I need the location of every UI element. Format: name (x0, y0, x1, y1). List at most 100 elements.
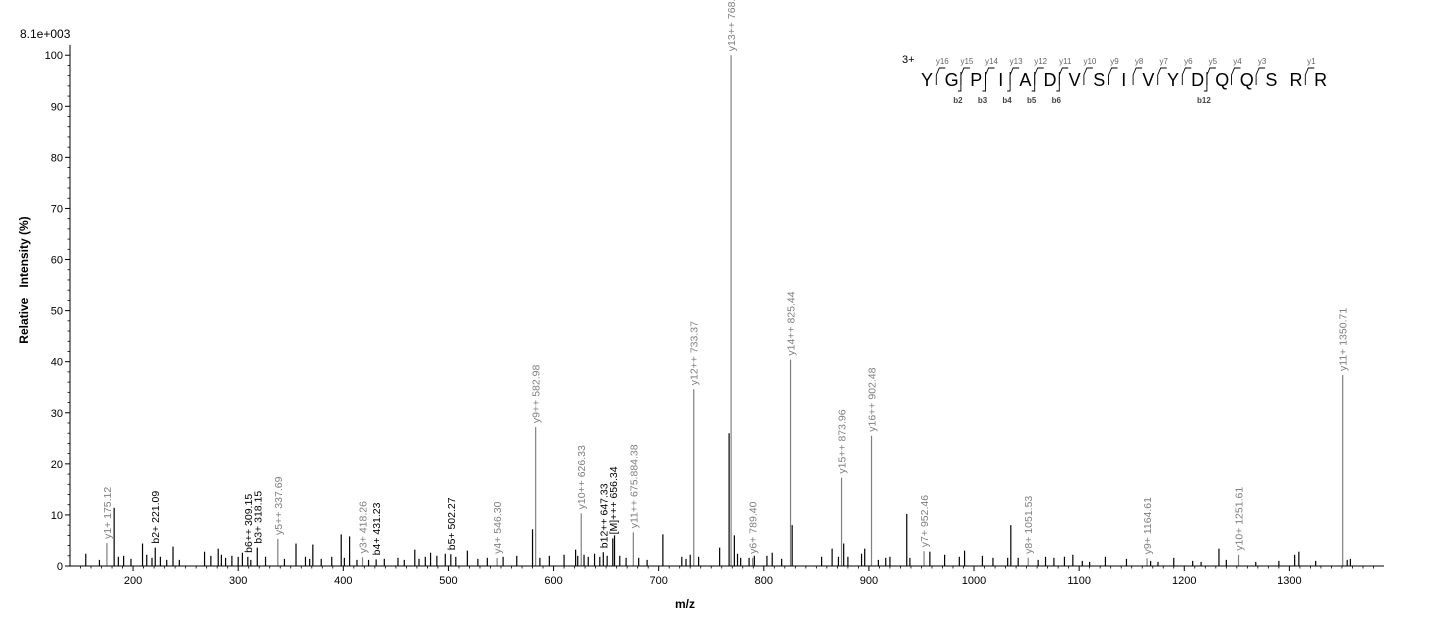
b-ion-bracket (1203, 72, 1208, 92)
y-ion-label: y16 (936, 57, 949, 66)
y-tick-label: 50 (51, 306, 63, 318)
y-ion-bracket (1181, 67, 1192, 85)
y-ion-label: y3 (1258, 57, 1267, 66)
peak-label: [M]+++ 656.34 (608, 466, 620, 534)
x-axis-title: m/z (675, 597, 695, 611)
peak-label: y12++ 733.37 (689, 321, 701, 385)
peak-label: y9+ 1164.61 (1142, 497, 1154, 554)
sequence-residue: P (970, 70, 982, 90)
sequence-residue: R (1314, 70, 1327, 90)
peak-label: b5+ 502.27 (446, 497, 458, 550)
sequence-residue: V (1142, 70, 1154, 90)
y-ion-bracket (960, 67, 970, 85)
y-ion-label: y5 (1209, 57, 1218, 66)
peak-label: y13++ 768.89 (726, 0, 738, 51)
y-tick-label: 30 (51, 408, 63, 420)
sequence-residue: D (1191, 70, 1204, 90)
peak-label: y11+ 1350.71 (1338, 308, 1350, 371)
x-tick-label: 1300 (1277, 575, 1301, 587)
ticks: 200 300 400 500 600 700 800 900 1000 1100 1200 1300… (45, 50, 1374, 587)
y-ion-bracket (1304, 67, 1315, 85)
peak-label: y16++ 902.48 (867, 367, 879, 431)
peak-label: b3+ 318.15 (252, 491, 264, 544)
x-tick-label: 1200 (1172, 575, 1196, 587)
b-ion-label: b12 (1197, 96, 1211, 105)
peak-label: y9++ 582.98 (531, 365, 543, 424)
b-ion-label: b2 (953, 96, 963, 105)
y-tick-label: 20 (51, 459, 63, 471)
y-ion-bracket (1157, 67, 1167, 85)
y-tick-label: 100 (45, 50, 63, 62)
axes (69, 45, 1384, 567)
y-ion-label: y6 (1184, 57, 1193, 66)
y-ion-label: y15 (960, 57, 973, 66)
peak-label: y7+ 952.46 (919, 495, 931, 547)
y-tick-label: 60 (51, 255, 63, 267)
peak-label: y1+ 175.12 (102, 487, 114, 539)
sequence-residue: G (945, 70, 959, 90)
x-tick-label: 400 (334, 575, 352, 587)
sequence-residue: I (998, 70, 1003, 90)
y-ion-bracket (1058, 67, 1069, 85)
peak-label: y15++ 873.96 (837, 409, 849, 473)
y-ion-bracket (985, 67, 995, 85)
b-ion-label: b3 (978, 96, 988, 105)
y-ion-label: y14 (985, 57, 998, 66)
y-tick-label: 40 (51, 357, 63, 369)
y-ion-bracket (1255, 67, 1266, 85)
y-ion-label: y7 (1159, 57, 1168, 66)
peak-label: b12++ 647.33 (598, 483, 610, 548)
b-ion-bracket (1056, 72, 1060, 92)
sequence-residue: A (1019, 70, 1031, 90)
y-tick-label: 90 (51, 101, 63, 113)
x-tick-label: 1000 (962, 575, 986, 587)
b-ion-bracket (982, 72, 986, 92)
peak-label: y11++ 675.884.38 (628, 444, 640, 528)
peak-label: b4+ 431.23 (371, 502, 383, 555)
y-ion-bracket (1034, 67, 1044, 85)
b-ion-bracket (1031, 72, 1036, 92)
y-ion-bracket (1083, 67, 1093, 85)
y-ion-bracket (1231, 67, 1241, 85)
sequence-residue: S (1265, 70, 1277, 90)
y-tick-label: 70 (51, 203, 63, 215)
sequence-residue: I (1121, 70, 1126, 90)
b-ion-label: b4 (1002, 96, 1012, 105)
sequence-residue: D (1044, 70, 1057, 90)
sequence-residue: Q (1215, 70, 1229, 90)
b-ion-label: b6 (1052, 96, 1062, 105)
peak-label: y6+ 789.40 (748, 501, 760, 553)
y-ion-label: y8 (1135, 57, 1144, 66)
sequence-residue: Y (921, 70, 933, 90)
peak-label: y3+ 418.26 (358, 501, 370, 553)
sequence-residue: S (1093, 70, 1105, 90)
y-ion-bracket (1108, 67, 1118, 85)
y-tick-label: 0 (57, 561, 63, 573)
x-tick-label: 300 (229, 575, 247, 587)
peak-label: y8+ 1051.53 (1023, 496, 1035, 554)
sequence-residue: V (1069, 70, 1081, 90)
y-ion-label: y11 (1059, 57, 1072, 66)
b-ion-bracket (1007, 72, 1011, 92)
charge-state-label: 3+ (902, 54, 915, 66)
y-tick-label: 80 (51, 152, 63, 164)
x-tick-label: 200 (124, 575, 142, 587)
y-ion-bracket (1132, 67, 1143, 85)
peak-label: y14++ 825.44 (786, 291, 798, 355)
peak-label: b6++ 309.15 (243, 494, 255, 553)
peak-label: b2+ 221.09 (150, 491, 162, 544)
b-ion-label: b5 (1027, 96, 1037, 105)
x-tick-label: 500 (439, 575, 457, 587)
x-tick-label: 800 (755, 575, 773, 587)
y-ion-label: y9 (1110, 57, 1119, 66)
max-intensity-label: 8.1e+003 (20, 27, 71, 41)
peak-label: y4+ 546.30 (492, 501, 504, 553)
x-tick-label: 600 (544, 575, 562, 587)
y-ion-label: y4 (1233, 57, 1242, 66)
y-ion-bracket (935, 67, 946, 85)
y-ion-bracket (1009, 67, 1020, 85)
x-tick-label: 900 (860, 575, 878, 587)
